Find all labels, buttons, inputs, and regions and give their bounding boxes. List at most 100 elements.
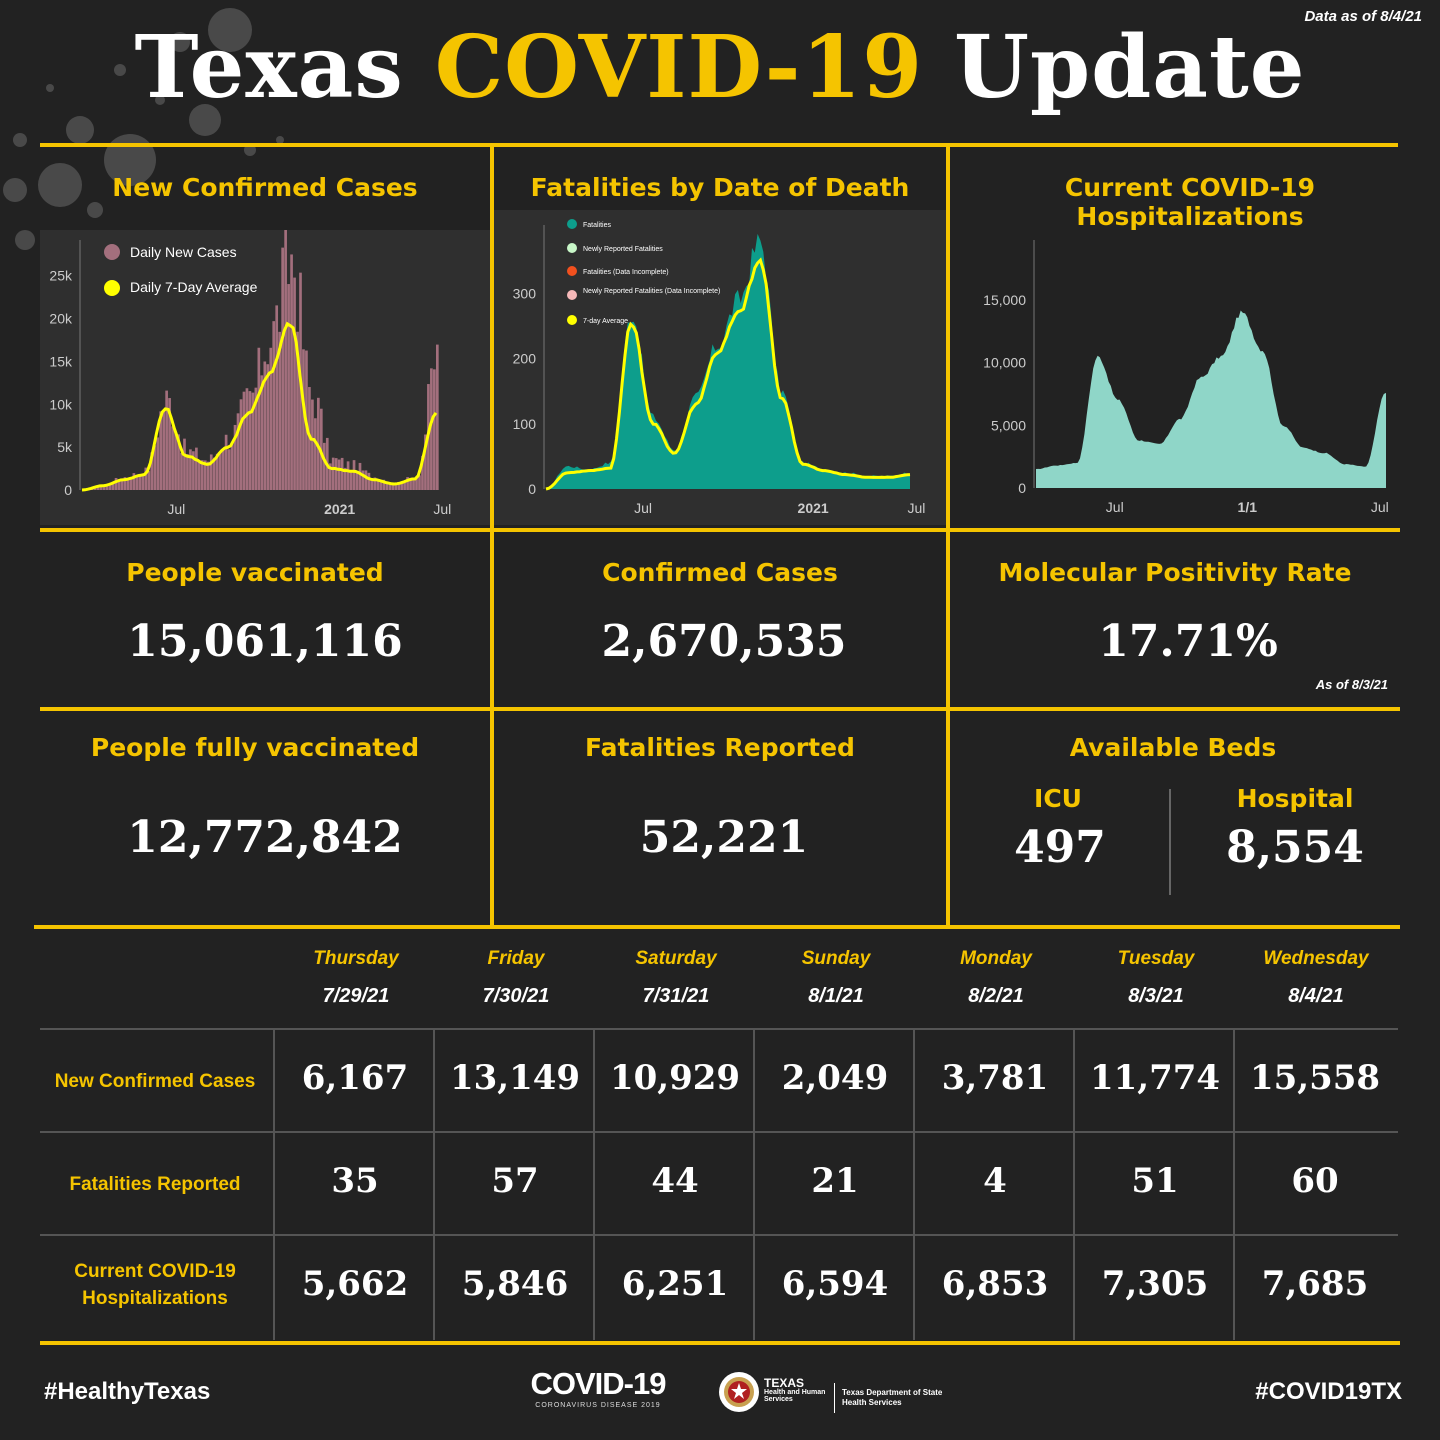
daily-bar	[135, 475, 139, 490]
logo-divider	[834, 1383, 835, 1413]
daily-bar	[236, 413, 240, 490]
table-cell-0-3: 2,049	[781, 1057, 889, 1098]
daily-bar	[192, 451, 195, 490]
hashtag-healthy-texas: #HealthyTexas	[44, 1378, 211, 1405]
daily-bar	[156, 437, 160, 490]
daily-bar	[195, 447, 198, 490]
legend-fatalities-swatch	[567, 219, 577, 229]
daily-bar	[343, 467, 347, 490]
confirmed-label: Confirmed Cases	[602, 558, 838, 587]
covid19-logo: COVID-19 CORONAVIRUS DISEASE 2019	[518, 1366, 678, 1409]
legend-daily-cases: Daily New Cases	[130, 244, 237, 260]
hhs-sub-1: Health and Human	[764, 1389, 826, 1396]
vaccinated-label: People vaccinated	[126, 558, 384, 587]
daily-bar	[415, 478, 418, 490]
y-tick-label: 10,000	[983, 355, 1026, 371]
table-row-label-2: Current COVID-19 Hospitalizations	[74, 1260, 236, 1309]
table-cell-1-5: 51	[1131, 1160, 1179, 1201]
day-name-4: Monday	[960, 948, 1032, 969]
y-tick-label: 200	[513, 351, 537, 367]
daily-bar	[290, 254, 293, 490]
daily-bar	[296, 331, 299, 490]
table-cell-0-2: 10,929	[609, 1057, 741, 1098]
x-tick-label: Jul	[1106, 499, 1124, 515]
table-col-rule-5	[1073, 1028, 1075, 1340]
hhs-title: TEXAS	[764, 1376, 805, 1390]
beds-label: Available Beds	[1069, 733, 1277, 762]
table-bottom-line	[40, 1341, 1400, 1345]
dshs-logo: Texas Department of State Health Service…	[842, 1388, 942, 1409]
daily-bar	[260, 375, 264, 490]
day-name-2: Saturday	[635, 948, 717, 969]
table-cell-0-4: 3,781	[941, 1057, 1049, 1098]
daily-bar	[388, 482, 392, 490]
y-tick-label: 25k	[49, 268, 73, 284]
fatalities-chart: 0 100 200 300 Jul 2021 Jul Fatalities Newly R…	[494, 210, 946, 525]
daily-bar	[358, 462, 362, 490]
daily-bar	[284, 230, 287, 490]
day-date-0: 7/29/21	[322, 985, 390, 1007]
y-tick-label: 0	[64, 482, 72, 498]
legend-daily-cases-swatch	[104, 244, 120, 260]
table-cell-2-0: 5,662	[301, 1263, 409, 1304]
daily-bar	[364, 470, 368, 490]
table-cell-2-2: 6,251	[621, 1263, 729, 1304]
daily-bar	[311, 399, 314, 490]
daily-bar	[147, 471, 151, 490]
daily-bar	[376, 480, 380, 490]
cases-chart: 0 5k 10k 15k 20k 25k Jul 2021 Jul Daily New Cas…	[40, 230, 490, 525]
daily-bar	[242, 391, 246, 490]
daily-bar	[293, 277, 296, 490]
daily-bar	[370, 479, 374, 490]
daily-bar	[165, 390, 168, 490]
daily-bar	[367, 472, 371, 490]
day-name-5: Tuesday	[1117, 948, 1195, 969]
daily-bar	[189, 449, 192, 490]
daily-bar	[108, 484, 112, 490]
table-row-rule-2	[40, 1234, 1398, 1236]
y-tick-label: 15k	[49, 353, 73, 369]
daily-bar	[215, 453, 219, 490]
daily-bar	[257, 347, 261, 490]
fully-vaccinated-value: 12,772,842	[127, 812, 403, 863]
table-cell-0-5: 11,774	[1089, 1057, 1221, 1098]
table-cell-1-2: 44	[651, 1160, 699, 1201]
series-area	[1036, 310, 1386, 488]
grid-line-4	[34, 925, 1400, 929]
hospital-label: Hospital	[1236, 784, 1354, 813]
table-col-rule-4	[913, 1028, 915, 1340]
series-line	[81, 321, 438, 492]
daily-bar	[385, 483, 389, 490]
table-cell-0-1: 13,149	[449, 1057, 581, 1098]
daily-bar	[337, 459, 341, 490]
day-name-0: Thursday	[313, 948, 399, 969]
day-name-6: Wednesday	[1263, 948, 1369, 969]
daily-bar	[436, 344, 439, 490]
daily-bar	[355, 472, 359, 490]
daily-bar	[433, 369, 436, 490]
daily-bar	[328, 463, 332, 490]
daily-bar	[418, 475, 421, 490]
daily-bar	[221, 450, 225, 490]
table-cell-1-3: 21	[811, 1160, 859, 1201]
daily-bar	[302, 349, 305, 490]
hhs-sub-2: Services	[764, 1396, 793, 1403]
daily-bar	[397, 481, 400, 490]
table-cell-2-4: 6,853	[941, 1263, 1049, 1304]
daily-bar	[331, 457, 335, 490]
daily-bar	[406, 477, 409, 490]
legend-7day: Daily 7-Day Average	[130, 279, 258, 295]
daily-bar	[141, 475, 145, 490]
daily-bar	[269, 347, 273, 490]
table-cell-2-3: 6,594	[781, 1263, 889, 1304]
hhs-logo: TEXAS Health and Human Services	[764, 1377, 825, 1403]
daily-bar	[254, 387, 258, 490]
y-tick-label: 100	[513, 416, 537, 432]
table-row-rule-1	[40, 1131, 1398, 1133]
grid-line-3	[40, 707, 1400, 711]
x-tick-label: 1/1	[1238, 499, 1258, 515]
table-col-rule-0	[273, 1028, 275, 1340]
daily-bar	[120, 479, 124, 490]
daily-bar	[424, 434, 427, 490]
daily-bar	[123, 477, 127, 490]
